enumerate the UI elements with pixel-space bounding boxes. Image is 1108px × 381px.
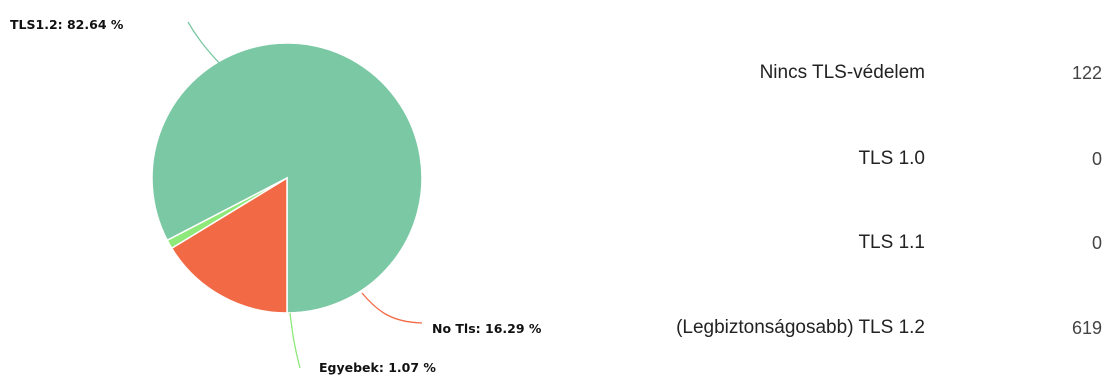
stat-value: 619 (1071, 318, 1102, 338)
stat-label: Nincs TLS-védelem (759, 62, 925, 83)
stat-value: 122 (1071, 63, 1102, 83)
stat-row-no-tls: Nincs TLS-védelem 122 (600, 53, 1108, 93)
stat-label: TLS 1.1 (858, 232, 925, 253)
stat-value: 0 (1091, 149, 1102, 169)
leader-line-tls12 (187, 21, 223, 67)
stat-value: 0 (1091, 233, 1102, 253)
pie-slice-other (166, 177, 288, 250)
pie-slice-no-tls (170, 176, 288, 314)
pie-label-no-tls: No Tls: 16.29 % (432, 321, 542, 336)
stat-row-tls-1-2: (Legbiztonságosabb) TLS 1.2 619 (600, 308, 1108, 348)
pie-label-other: Egyebek: 1.07 % (319, 360, 436, 375)
leader-line-other (289, 312, 301, 369)
leader-line-no-tls (361, 292, 423, 324)
pie-label-tls12: TLS1.2: 82.64 % (10, 17, 124, 32)
stat-label: (Legbiztonságosabb) TLS 1.2 (676, 317, 925, 338)
stat-row-tls-1-1: TLS 1.1 0 (600, 223, 1108, 263)
stat-row-tls-1-0: TLS 1.0 0 (600, 139, 1108, 179)
pie-chart: TLS1.2: 82.64 % No Tls: 16.29 % Egyebek: 1… (10, 17, 542, 375)
stats-table: Nincs TLS-védelem 122 TLS 1.0 0 TLS 1.1 … (600, 0, 1108, 381)
stat-label: TLS 1.0 (858, 148, 925, 169)
